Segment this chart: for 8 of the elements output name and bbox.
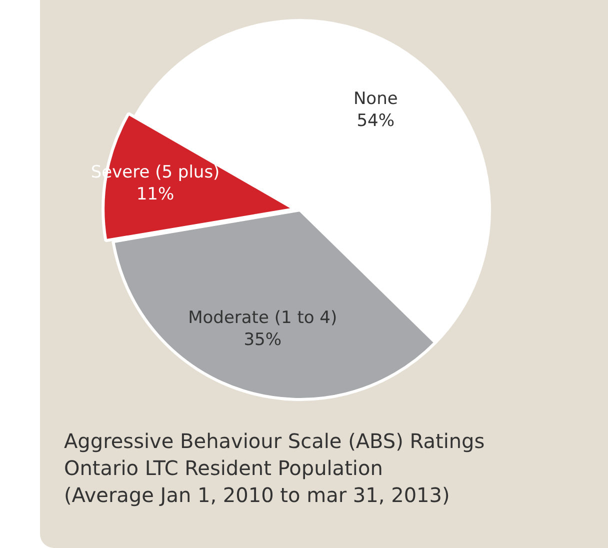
text: (Average Jan 1, 2010 to mar 31, 2013) — [64, 482, 451, 509]
data-label: 11% — [136, 184, 174, 204]
data-label: 54% — [356, 110, 395, 131]
data-label: 35% — [244, 330, 282, 350]
slice-label: None — [353, 88, 398, 109]
text: Ontario LTC Resident Population — [64, 455, 384, 482]
text: Aggressive Behaviour Scale (ABS) Ratings — [64, 428, 485, 455]
slice-label: Moderate (1 to 4) — [188, 308, 338, 328]
